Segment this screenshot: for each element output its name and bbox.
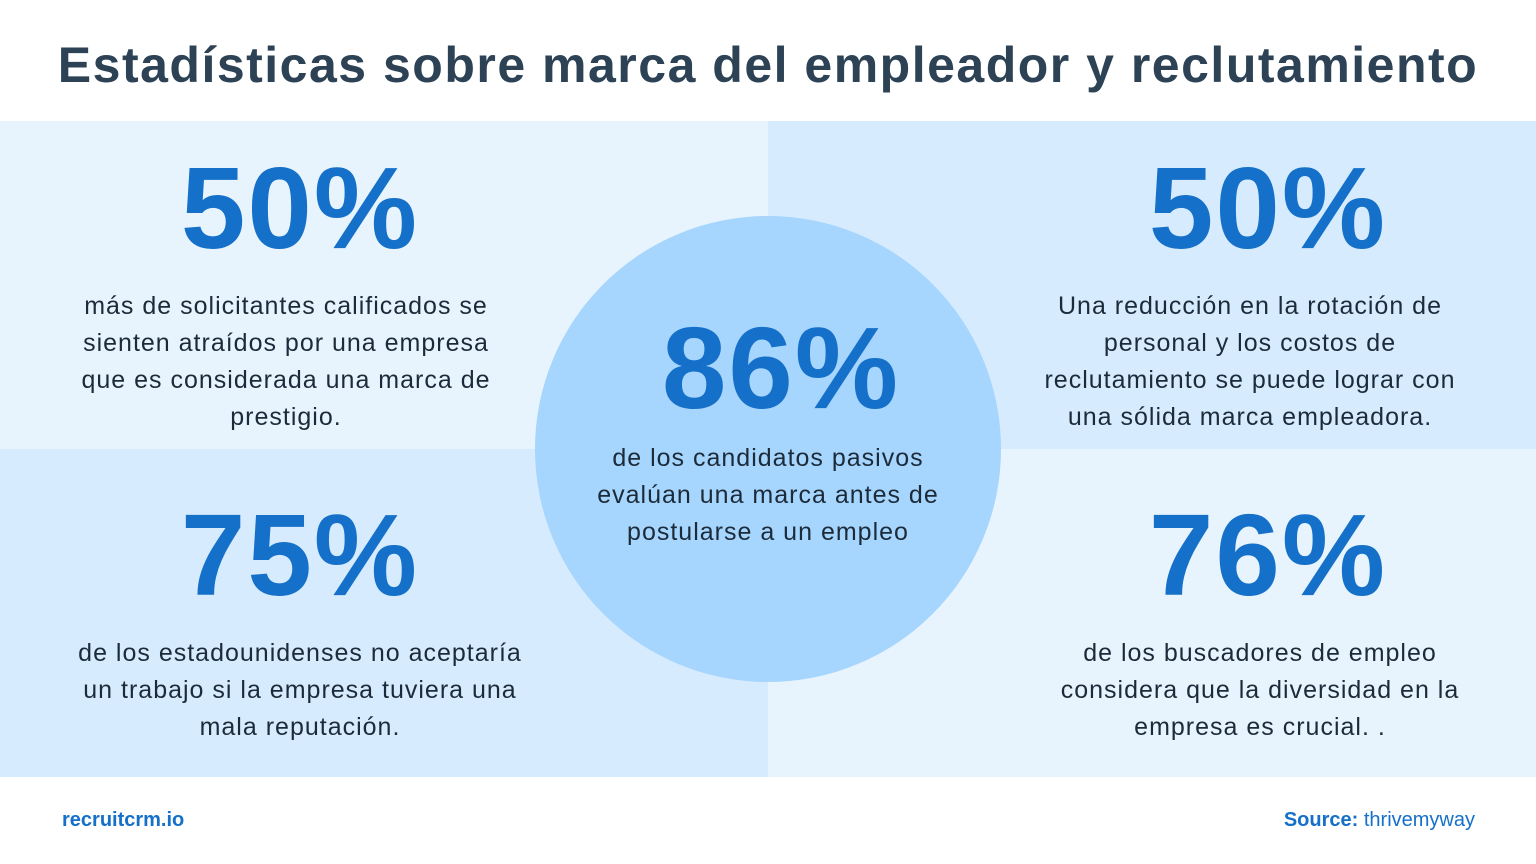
stat-text: de los buscadores de empleo considera qu…	[1060, 639, 1460, 741]
stat-value: 50%	[1148, 143, 1388, 273]
stat-turnover-reduction: 50% Una reducción en la rotación de pers…	[1030, 150, 1470, 436]
center-circle	[535, 216, 1001, 682]
stat-text: Una reducción en la rotación de personal…	[1044, 292, 1456, 431]
page-title: Estadísticas sobre marca del empleador y…	[57, 37, 1479, 93]
stat-value: 50%	[180, 143, 420, 273]
stat-value: 76%	[1148, 490, 1388, 620]
stat-bad-reputation: 75% de los estadounidenses no aceptaría …	[60, 497, 540, 746]
source-name: thrivemyway	[1363, 809, 1475, 831]
stat-value: 86%	[661, 303, 901, 433]
stat-passive-candidates: 86% de los candidatos pasivos evalúan un…	[580, 310, 956, 551]
source-label: Source:	[1283, 809, 1359, 831]
stat-text: más de solicitantes calificados se sient…	[81, 292, 491, 431]
source-credit: Source: thrivemyway	[1284, 809, 1475, 832]
stat-diversity: 76% de los buscadores de empleo consider…	[1060, 497, 1460, 746]
brand-link[interactable]: recruitcrm.io	[62, 809, 185, 831]
stat-text: de los candidatos pasivos evalúan una ma…	[597, 444, 939, 546]
stat-qualified-applicants: 50% más de solicitantes calificados se s…	[60, 150, 512, 436]
stat-text: de los estadounidenses no aceptaría un t…	[78, 639, 522, 741]
stat-value: 75%	[180, 490, 420, 620]
